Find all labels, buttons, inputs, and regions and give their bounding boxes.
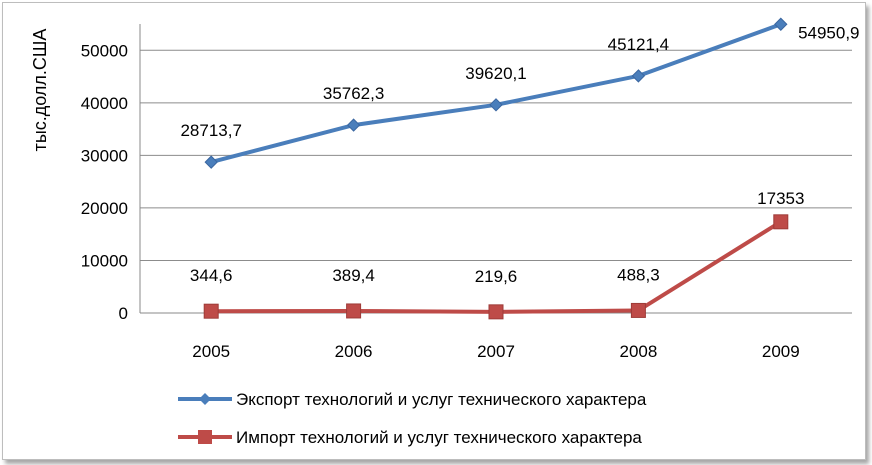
legend-marker-square [198,430,212,444]
data-point-diamond [346,118,361,132]
data-label: 344,6 [190,266,233,285]
x-tick-label: 2009 [762,342,800,361]
y-tick-label: 10000 [81,251,128,270]
y-tick-label: 40000 [81,94,128,113]
data-label: 28713,7 [180,121,241,140]
data-point-square [773,214,789,230]
series-group: 28713,7 35762,3 39620,1 45121,4 54950,9 344,6… [180,17,860,320]
data-label: 54950,9 [798,23,859,42]
chart-frame [2,2,866,460]
data-point-diamond [489,98,503,112]
x-tick-label: 2006 [335,342,373,361]
y-tick-label: 0 [119,304,128,323]
legend-item: Экспорт технологий и услуг технического … [178,390,647,409]
data-label: 35762,3 [323,84,384,103]
legend-label: Экспорт технологий и услуг технического … [236,390,647,409]
y-tick-label: 30000 [81,146,128,165]
x-axis-ticks: 2005 2006 2007 2008 2009 [192,342,799,361]
x-tick-label: 2005 [192,342,230,361]
legend: Экспорт технологий и услуг технического … [178,390,647,447]
legend-item: Импорт технологий и услуг технического х… [178,428,642,447]
x-tick-label: 2008 [619,342,657,361]
data-point-square [346,303,362,319]
series-line [209,22,783,165]
data-label: 45121,4 [608,35,669,54]
y-tick-label: 50000 [81,41,128,60]
data-point-square [488,304,504,320]
legend-label: Импорт технологий и услуг технического х… [236,428,642,447]
legend-marker-diamond [199,393,211,405]
series-export: 28713,7 35762,3 39620,1 45121,4 54950,9 [180,17,860,169]
y-axis-ticks: 0 10000 20000 30000 40000 50000 [81,41,128,323]
data-point-diamond [774,17,788,31]
data-label: 488,3 [617,265,660,284]
data-label: 39620,1 [465,64,526,83]
data-point-diamond [204,155,218,169]
series-import: 344,6 389,4 219,6 488,3 17353 [190,189,804,320]
data-label: 17353 [757,189,804,208]
data-point-diamond [631,69,646,83]
y-axis-title: тыс.долл.США [30,29,50,152]
data-label: 389,4 [332,266,375,285]
y-tick-label: 20000 [81,199,128,218]
data-point-square [630,302,646,318]
data-point-square [203,303,219,319]
x-tick-label: 2007 [477,342,515,361]
data-label: 219,6 [475,267,518,286]
